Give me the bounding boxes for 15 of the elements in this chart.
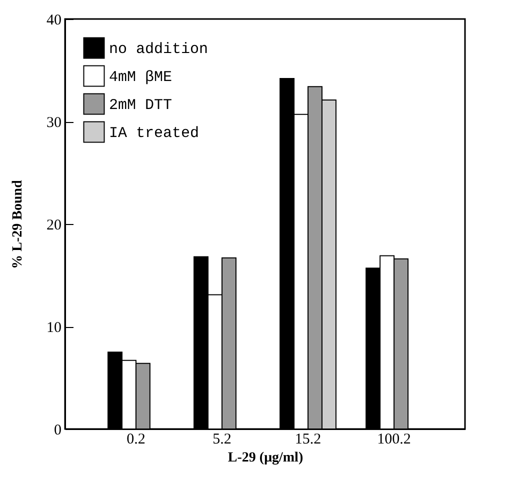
legend-label: IA treated — [109, 125, 200, 142]
y-tick-label: 10 — [46, 320, 62, 336]
legend-label: no addition — [109, 41, 208, 58]
x-tick-label: 100.2 — [377, 432, 411, 448]
x-tick-label: 15.2 — [294, 432, 322, 448]
y-axis-title: % L-29 Bound — [10, 180, 26, 269]
x-tick-label: 5.2 — [212, 432, 232, 448]
x-tick-label: 0.2 — [126, 432, 146, 448]
legend-label: 4mM βME — [109, 69, 172, 86]
y-tick-label: 20 — [46, 218, 62, 234]
y-tick-label: 40 — [46, 12, 62, 28]
y-tick-label: 0 — [54, 422, 62, 438]
x-axis-title: L-29 (μg/ml) — [228, 450, 304, 466]
y-tick-label: 30 — [46, 115, 62, 131]
legend-label: 2mM DTT — [109, 97, 172, 114]
